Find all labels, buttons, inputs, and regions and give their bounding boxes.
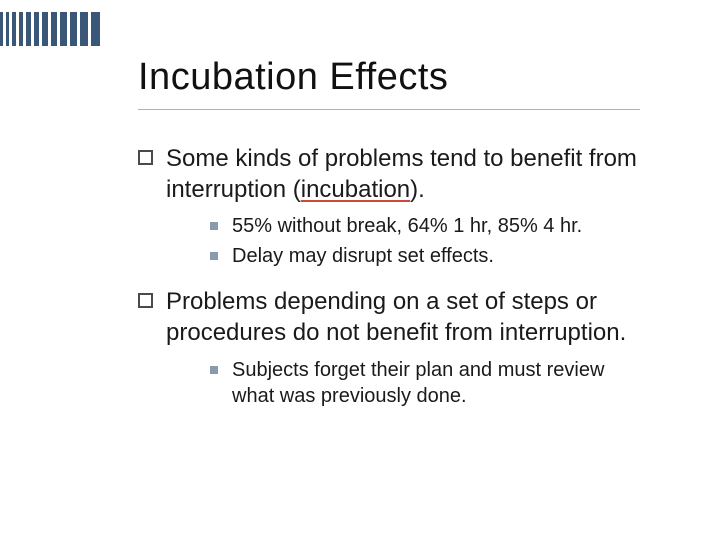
decor-bar	[0, 12, 3, 46]
filled-square-icon	[210, 366, 218, 374]
decor-bar	[6, 12, 9, 46]
bullet-1-sub-2: Delay may disrupt set effects.	[166, 243, 640, 269]
decor-bar	[19, 12, 23, 46]
bullet-1-sub-1-text: 55% without break, 64% 1 hr, 85% 4 hr.	[232, 215, 582, 237]
filled-square-icon	[210, 252, 218, 260]
decor-bar	[80, 12, 88, 46]
corner-bars	[0, 12, 100, 46]
bullet-1-text: Some kinds of problems tend to benefit f…	[166, 145, 637, 203]
filled-square-icon	[210, 222, 218, 230]
bullet-1: Some kinds of problems tend to benefit f…	[138, 144, 640, 269]
content-area: Some kinds of problems tend to benefit f…	[0, 110, 720, 409]
decor-bar	[42, 12, 48, 46]
bullet-1-sub-2-text: Delay may disrupt set effects.	[232, 245, 494, 267]
bullet-1-post: ).	[410, 176, 425, 203]
bullet-1-sub-1: 55% without break, 64% 1 hr, 85% 4 hr.	[166, 213, 640, 239]
decor-bar	[26, 12, 31, 46]
decor-bar	[34, 12, 39, 46]
decor-bar	[60, 12, 67, 46]
decor-bar	[91, 12, 100, 46]
bullet-1-underlined: incubation	[301, 176, 410, 203]
decor-bar	[12, 12, 16, 46]
bullet-2-sub-1-text: Subjects forget their plan and must revi…	[232, 359, 604, 407]
decor-bar	[51, 12, 57, 46]
decor-bar	[70, 12, 77, 46]
open-square-icon	[138, 150, 153, 165]
bullet-2-text: Problems depending on a set of steps or …	[166, 288, 626, 346]
bullet-1-subgroup: 55% without break, 64% 1 hr, 85% 4 hr. D…	[166, 213, 640, 269]
bullet-2-sub-1: Subjects forget their plan and must revi…	[166, 357, 640, 409]
open-square-icon	[138, 293, 153, 308]
title-area: Incubation Effects	[0, 0, 720, 99]
bullet-2: Problems depending on a set of steps or …	[138, 287, 640, 408]
slide: Incubation Effects Some kinds of problem…	[0, 0, 720, 540]
slide-title: Incubation Effects	[138, 56, 640, 99]
bullet-2-subgroup: Subjects forget their plan and must revi…	[166, 357, 640, 409]
